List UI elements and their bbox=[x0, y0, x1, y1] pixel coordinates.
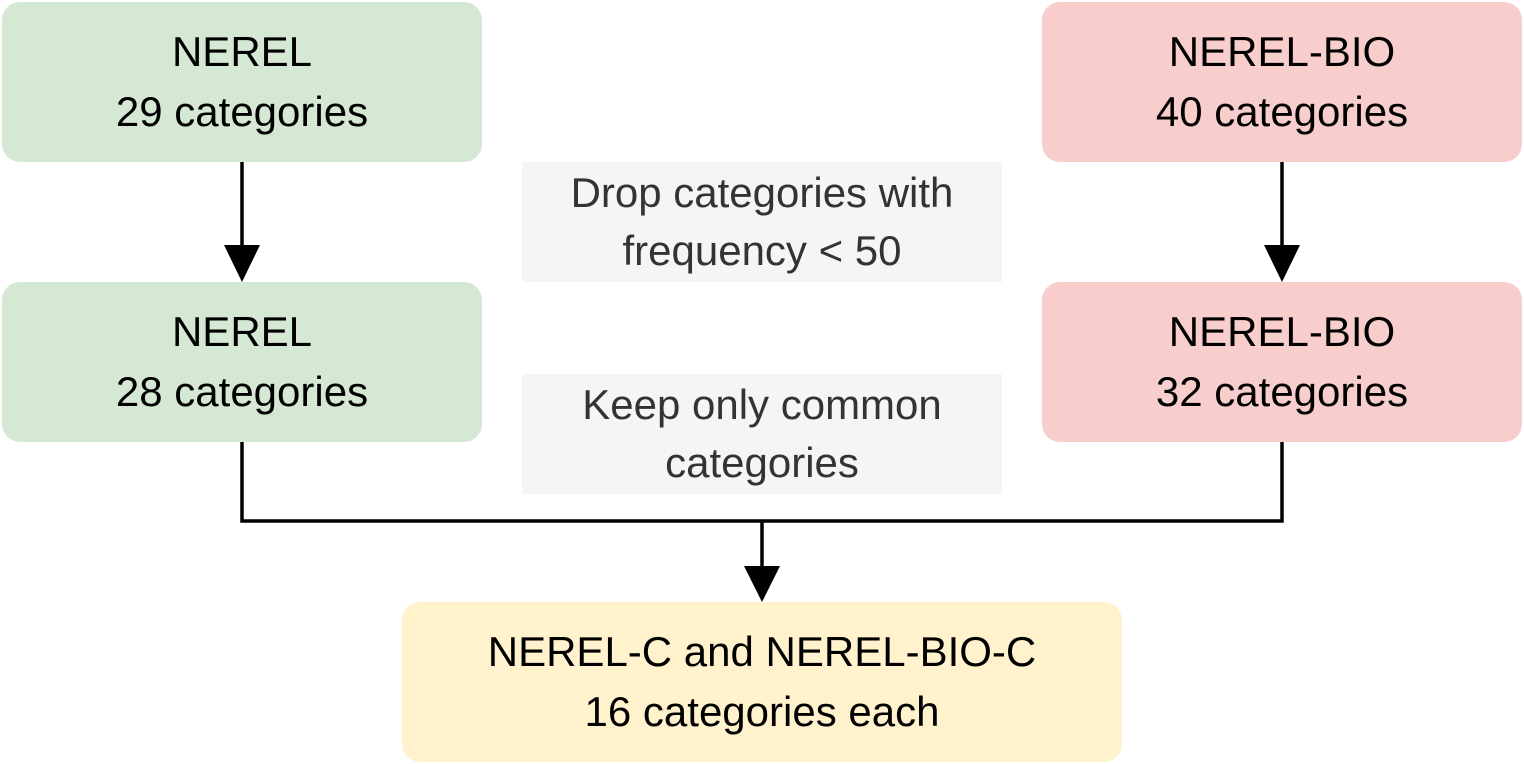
node-nerel-bio-32: NEREL-BIO 32 categories bbox=[1042, 282, 1522, 442]
node-nerel-28: NEREL 28 categories bbox=[2, 282, 482, 442]
node-nerel-bio-32-title: NEREL-BIO bbox=[1168, 308, 1396, 355]
annotation-drop-step-line1: Drop categories with bbox=[570, 169, 954, 216]
annotation-keep-step-line2: categories bbox=[665, 439, 859, 486]
node-nerel-29-subtitle: 29 categories bbox=[115, 88, 369, 135]
annotation-keep-step-line1: Keep only common bbox=[582, 381, 942, 428]
annotation-keep-step: Keep only common categories bbox=[522, 374, 1002, 494]
node-nerel-bio-32-subtitle: 32 categories bbox=[1155, 368, 1409, 415]
arrowhead-combined bbox=[744, 566, 780, 602]
node-nerel-29-title: NEREL bbox=[171, 28, 313, 75]
annotation-drop-step: Drop categories with frequency < 50 bbox=[522, 162, 1002, 282]
node-combined-result: NEREL-C and NEREL-BIO-C 16 categories ea… bbox=[402, 602, 1122, 762]
node-combined-title: NEREL-C and NEREL-BIO-C bbox=[487, 628, 1037, 675]
node-nerel-29: NEREL 29 categories bbox=[2, 2, 482, 162]
node-nerel-28-subtitle: 28 categories bbox=[115, 368, 369, 415]
edge-nerel-mid-to-combined bbox=[240, 442, 762, 523]
node-nerel-bio-40-title: NEREL-BIO bbox=[1168, 28, 1396, 75]
edge-nerel-bio-mid-to-combined bbox=[762, 442, 1284, 523]
annotation-drop-step-line2: frequency < 50 bbox=[622, 227, 902, 274]
node-nerel-bio-40-subtitle: 40 categories bbox=[1155, 88, 1409, 135]
node-nerel-28-title: NEREL bbox=[171, 308, 313, 355]
node-combined-subtitle: 16 categories each bbox=[584, 688, 940, 735]
arrowhead-nerel-bio-mid bbox=[1264, 245, 1300, 282]
node-nerel-bio-40: NEREL-BIO 40 categories bbox=[1042, 2, 1522, 162]
arrowhead-nerel-mid bbox=[224, 245, 260, 282]
